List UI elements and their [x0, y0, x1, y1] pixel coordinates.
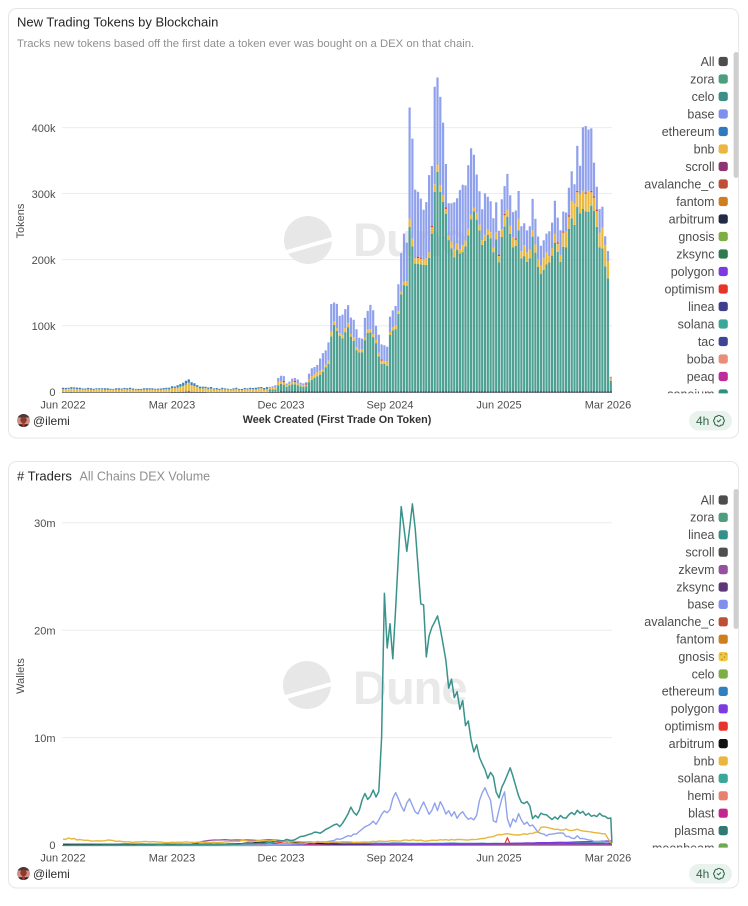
svg-text:All Chains DEX Volume: All Chains DEX Volume — [80, 470, 211, 484]
svg-text:solana: solana — [678, 317, 715, 331]
svg-text:optimism: optimism — [664, 720, 714, 734]
svg-text:Wallets: Wallets — [15, 658, 27, 694]
svg-text:Tracks new tokens based off th: Tracks new tokens based off the first da… — [17, 38, 474, 50]
svg-text:400k: 400k — [32, 123, 56, 135]
svg-text:Jun 2022: Jun 2022 — [40, 400, 85, 412]
svg-text:Week Created (First Trade On T: Week Created (First Trade On Token) — [243, 414, 432, 426]
svg-text:fantom: fantom — [676, 633, 714, 647]
svg-text:linea: linea — [688, 300, 714, 314]
svg-text:All: All — [701, 55, 715, 69]
svg-text:linea: linea — [688, 528, 714, 542]
svg-text:Dec 2023: Dec 2023 — [257, 853, 304, 865]
svg-text:tac: tac — [698, 335, 715, 349]
svg-text:boba: boba — [687, 352, 715, 366]
svg-text:0: 0 — [49, 387, 55, 399]
svg-text:moonbeam: moonbeam — [652, 841, 715, 855]
svg-text:zksync: zksync — [676, 580, 714, 594]
svg-text:solana: solana — [678, 772, 715, 786]
svg-text:gnosis: gnosis — [678, 650, 714, 664]
svg-text:peaq: peaq — [687, 370, 715, 384]
svg-text:base: base — [687, 598, 714, 612]
svg-text:Jun 2025: Jun 2025 — [476, 400, 521, 412]
svg-text:All: All — [701, 493, 715, 507]
svg-text:Mar 2023: Mar 2023 — [149, 400, 195, 412]
svg-text:30m: 30m — [34, 518, 55, 530]
svg-text:arbitrum: arbitrum — [669, 212, 715, 226]
svg-text:zora: zora — [690, 72, 714, 86]
svg-text:celo: celo — [692, 90, 715, 104]
svg-text:Sep 2024: Sep 2024 — [366, 400, 413, 412]
svg-text:100k: 100k — [32, 321, 56, 333]
svg-text:Mar 2026: Mar 2026 — [585, 853, 631, 865]
svg-text:Jun 2025: Jun 2025 — [476, 853, 521, 865]
svg-text:optimism: optimism — [664, 282, 714, 296]
svg-text:gnosis: gnosis — [678, 230, 714, 244]
svg-text:Jun 2022: Jun 2022 — [40, 853, 85, 865]
svg-text:@ilemi: @ilemi — [33, 867, 70, 881]
svg-text:zksync: zksync — [676, 247, 714, 261]
svg-text:@ilemi: @ilemi — [33, 414, 70, 428]
svg-text:soneium: soneium — [667, 387, 714, 401]
svg-text:Dec 2023: Dec 2023 — [257, 400, 304, 412]
svg-text:Sep 2024: Sep 2024 — [366, 853, 413, 865]
svg-text:arbitrum: arbitrum — [669, 737, 715, 751]
svg-text:200k: 200k — [32, 255, 56, 267]
svg-text:celo: celo — [692, 667, 715, 681]
svg-text:base: base — [687, 107, 714, 121]
svg-text:Mar 2023: Mar 2023 — [149, 853, 195, 865]
svg-text:20m: 20m — [34, 625, 55, 637]
svg-text:Mar 2026: Mar 2026 — [585, 400, 631, 412]
svg-text:scroll: scroll — [685, 160, 714, 174]
svg-text:blast: blast — [688, 807, 715, 821]
svg-text:New Trading Tokens by Blockcha: New Trading Tokens by Blockchain — [17, 15, 218, 30]
svg-text:0: 0 — [49, 840, 55, 852]
svg-text:polygon: polygon — [671, 265, 715, 279]
svg-text:# Traders: # Traders — [17, 469, 72, 484]
svg-text:polygon: polygon — [671, 702, 715, 716]
svg-text:avalanche_c: avalanche_c — [644, 615, 714, 629]
svg-text:ethereum: ethereum — [662, 125, 715, 139]
svg-text:avalanche_c: avalanche_c — [644, 177, 714, 191]
svg-text:Tokens: Tokens — [15, 203, 27, 238]
svg-text:4h: 4h — [696, 867, 709, 881]
svg-text:ethereum: ethereum — [662, 685, 715, 699]
svg-text:bnb: bnb — [694, 754, 715, 768]
svg-text:plasma: plasma — [674, 824, 714, 838]
svg-text:4h: 4h — [696, 414, 709, 428]
svg-text:fantom: fantom — [676, 195, 714, 209]
svg-text:zora: zora — [690, 511, 714, 525]
svg-text:scroll: scroll — [685, 546, 714, 560]
svg-text:300k: 300k — [32, 189, 56, 201]
svg-text:10m: 10m — [34, 733, 55, 745]
svg-text:bnb: bnb — [694, 142, 715, 156]
svg-text:hemi: hemi — [687, 789, 714, 803]
svg-text:zkevm: zkevm — [678, 563, 714, 577]
